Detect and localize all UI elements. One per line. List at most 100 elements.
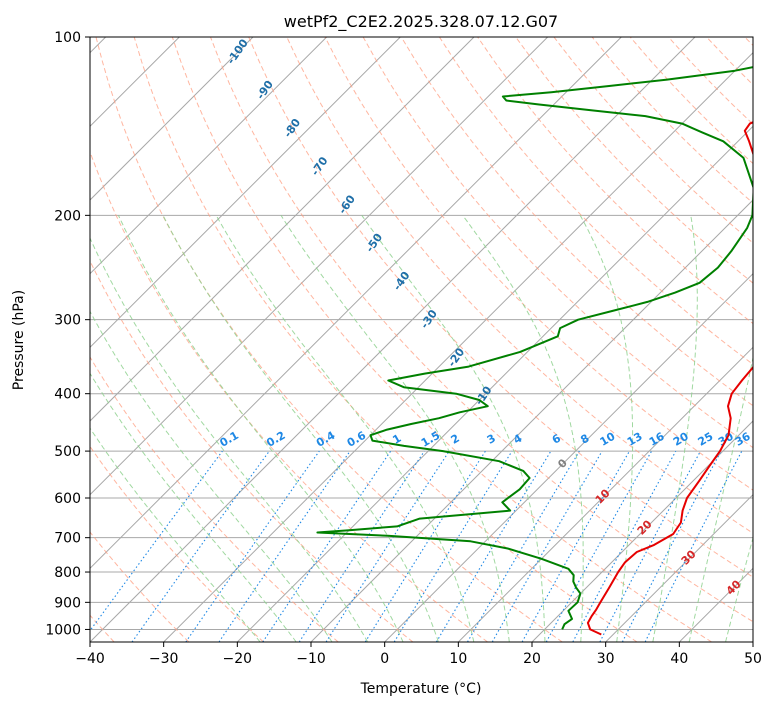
isotherm [163, 51, 753, 642]
x-tick-label: 10 [449, 651, 467, 667]
x-tick-label: 40 [670, 651, 688, 667]
isotherm [90, 37, 254, 201]
dry-adiabat [744, 37, 753, 47]
dry-adiabat [515, 37, 753, 284]
sounding-series [316, 66, 753, 636]
mixing-ratio-line [393, 450, 513, 642]
mixing-ratio-label: 0.4 [314, 429, 338, 450]
moist-adiabat [579, 215, 634, 642]
moist-adiabat [215, 215, 475, 642]
mixing-ratio-line [262, 450, 392, 642]
mixing-ratio-line [621, 450, 722, 642]
mixing-ratio-label: 16 [647, 430, 667, 449]
dry-adiabat [90, 259, 414, 642]
isotherm [90, 37, 696, 642]
y-tick-label: 500 [54, 444, 81, 460]
mixing-ratio-line [572, 450, 677, 642]
dry-adiabat-label: -70 [309, 154, 331, 178]
isotherm [90, 37, 549, 496]
dry-adiabat [706, 37, 753, 86]
moist-adiabat [90, 236, 369, 642]
dry-adiabat [90, 150, 488, 642]
dry-adiabat [400, 37, 753, 407]
moist-adiabat [652, 215, 698, 642]
isotherm [310, 199, 753, 642]
y-tick-label: 1000 [45, 622, 81, 638]
dry-adiabat [133, 37, 638, 642]
moist-adiabat [90, 310, 333, 642]
dry-adiabat-labels: -100-90-80-70-60-50-40-30-20-10 [224, 36, 494, 407]
isotherm [90, 37, 622, 570]
temperature-profile-line [586, 121, 753, 636]
x-tick-label: −20 [223, 651, 253, 667]
moist-adiabat-label: 20 [635, 517, 655, 537]
dry-adiabat-label: -90 [254, 78, 276, 102]
dry-adiabat [553, 37, 753, 244]
moist-adiabat [280, 215, 510, 642]
y-tick-label: 300 [54, 313, 81, 329]
dry-adiabat [362, 37, 753, 449]
dry-adiabat [90, 531, 190, 642]
mixing-ratio-label: 10 [598, 430, 618, 449]
isotherm [90, 37, 401, 349]
y-axis-label: Pressure (hPa) [11, 290, 27, 390]
y-tick-label: 600 [54, 491, 81, 507]
x-tick-label: 20 [523, 651, 541, 667]
dry-adiabat-label: -60 [336, 192, 358, 216]
dry-adiabat-label: -50 [363, 231, 385, 255]
y-tick-label: 100 [54, 30, 81, 46]
x-tick-label: 30 [597, 651, 615, 667]
y-tick-label: 700 [54, 531, 81, 547]
moist-adiabat [117, 215, 404, 642]
moist-adiabat [162, 215, 439, 642]
moist-adiabat [688, 355, 753, 642]
mixing-ratio-label: 3 [485, 432, 498, 447]
dewpoint-profile-line [316, 66, 753, 630]
isotherm [236, 125, 753, 642]
x-tick-label: −40 [75, 651, 105, 667]
moist-adiabat [90, 372, 297, 642]
dry-adiabat [90, 356, 339, 642]
mixing-ratio-line [218, 450, 351, 642]
y-tick-label: 400 [54, 387, 81, 403]
dry-adiabat-label: -40 [391, 269, 413, 293]
mixing-ratio-label: 4 [511, 432, 524, 447]
dry-adiabat-label: -100 [224, 36, 251, 66]
background-lines [90, 37, 753, 642]
x-axis: −40 −30 −20 −10 0 10 20 30 40 50 [75, 642, 762, 667]
moist-adiabat-label: 30 [679, 547, 699, 567]
mixing-ratio-label: 8 [578, 432, 591, 447]
mixing-ratio-label: 13 [625, 430, 645, 449]
dry-adiabat [210, 37, 753, 623]
mixing-ratio-label: 20 [671, 430, 691, 449]
moist-adiabat [90, 427, 261, 642]
dry-adiabat-label: -20 [445, 345, 467, 369]
x-tick-label: 0 [380, 651, 389, 667]
moist-adiabat-label: 10 [593, 486, 613, 506]
isotherm [384, 272, 753, 642]
plot-frame [89, 36, 754, 643]
mixing-ratio-line [521, 450, 630, 642]
mixing-ratio-line [90, 450, 223, 632]
dry-adiabat [324, 37, 753, 491]
mixing-ratio-line [644, 450, 743, 642]
x-axis-label: Temperature (°C) [360, 681, 482, 697]
mixing-ratio-line [545, 450, 653, 642]
isotherm [752, 641, 753, 642]
chart-title: wetPf2_C2E2.2025.328.07.12.G07 [284, 12, 558, 32]
plot-area: -100-90-80-70-60-50-40-30-20-100.1 0.2 0.4… [90, 36, 753, 642]
mixing-ratio-line [325, 450, 450, 642]
y-tick-label: 800 [54, 565, 81, 581]
dry-adiabat [668, 37, 753, 125]
mixing-ratio-label: 0.2 [264, 429, 287, 450]
dry-adiabat [171, 37, 712, 642]
dry-adiabat [248, 37, 753, 578]
isotherm [90, 37, 328, 275]
x-tick-label: −30 [149, 651, 179, 667]
y-tick-label: 200 [54, 208, 81, 224]
dry-adiabat [438, 37, 753, 366]
y-tick-label: 900 [54, 595, 81, 611]
isotherm [457, 346, 753, 642]
